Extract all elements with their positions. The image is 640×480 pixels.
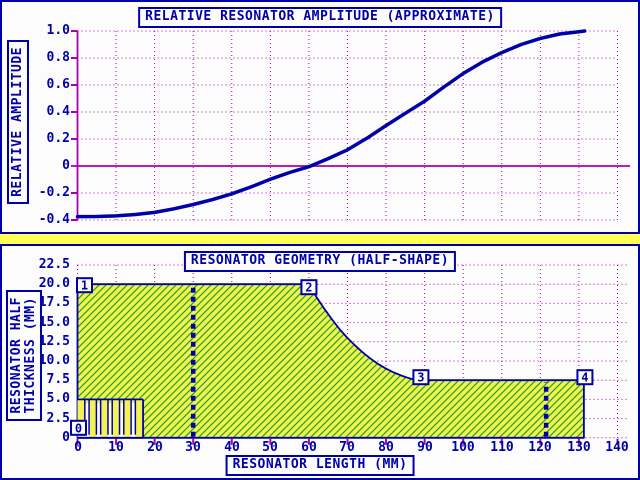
geometry-x-axis-label: RESONATOR LENGTH (MM) — [225, 455, 415, 476]
y-tick-label: 0 — [62, 158, 70, 173]
transducer-slot — [119, 403, 124, 438]
marker-label: 4 — [581, 371, 588, 385]
amplitude-y-axis-label-box: RELATIVE AMPLITUDE — [7, 40, 29, 204]
y-tick-label: 7.5 — [46, 372, 70, 387]
y-tick-label: 0 — [62, 430, 70, 445]
marker-box — [412, 369, 430, 386]
x-tick-label: 110 — [490, 440, 514, 455]
y-tick-label: 15.0 — [38, 315, 70, 330]
x-tick-label: 60 — [301, 440, 317, 455]
x-tick-label: 100 — [451, 440, 475, 455]
y-tick-label: 0.2 — [46, 131, 70, 146]
x-tick-label: 40 — [224, 440, 240, 455]
marker-label: 3 — [417, 371, 424, 385]
x-tick-label: 50 — [262, 440, 278, 455]
transducer-slot — [131, 403, 136, 438]
y-tick-label: 1.0 — [46, 23, 70, 38]
amplitude-chart-panel: RELATIVE RESONATOR AMPLITUDE (APPROXIMAT… — [0, 0, 640, 234]
marker-label: 1 — [81, 279, 88, 293]
x-tick-label: 70 — [339, 440, 355, 455]
amplitude-plot — [71, 29, 630, 221]
panel-divider — [0, 234, 640, 244]
y-tick-label: 2.5 — [46, 411, 70, 426]
x-tick-label: 30 — [185, 440, 201, 455]
marker-box — [300, 279, 318, 296]
geometry-overlay: RESONATOR GEOMETRY (HALF-SHAPE) RESONATO… — [0, 244, 640, 476]
y-tick-label: 17.5 — [38, 295, 70, 310]
transducer-slot — [96, 403, 101, 438]
geometry-plot: 0 1 2 3 4 — [70, 264, 627, 445]
marker-box — [76, 277, 93, 294]
y-tick-label: 5.0 — [46, 391, 70, 406]
marker-label: 2 — [305, 281, 312, 295]
x-tick-label: 140 — [605, 440, 629, 455]
geometry-y-axis-label-box: RESONATOR HALF THICKNESS (MM) — [6, 290, 42, 421]
y-tick-label: 22.5 — [38, 257, 70, 272]
x-tick-label: 20 — [147, 440, 163, 455]
y-tick-label: 20.0 — [38, 276, 70, 291]
x-tick-label: 120 — [528, 440, 552, 455]
transducer-slot — [107, 403, 113, 438]
marker-label: 0 — [75, 421, 82, 435]
geometry-chart-title: RESONATOR GEOMETRY (HALF-SHAPE) — [183, 251, 457, 272]
y-tick-label: 0.6 — [46, 77, 70, 92]
y-tick-label: 10.0 — [38, 353, 70, 368]
x-tick-label: 0 — [74, 440, 82, 455]
x-tick-label: 10 — [108, 440, 124, 455]
geometry-y-axis-label-col1: RESONATOR HALF — [9, 297, 24, 414]
y-tick-label: 0.4 — [46, 104, 70, 119]
marker-box — [576, 369, 594, 386]
y-tick-label: 0.8 — [46, 50, 70, 65]
geometry-chart-panel: 0 1 2 3 4 RESONATOR GEOMETRY (HALF-SHAPE) RE… — [0, 244, 640, 480]
x-tick-label: 130 — [567, 440, 591, 455]
amplitude-chart-title: RELATIVE RESONATOR AMPLITUDE (APPROXIMAT… — [138, 7, 502, 28]
x-tick-label: 90 — [417, 440, 433, 455]
x-tick-label: 80 — [378, 440, 394, 455]
marker-box — [70, 419, 87, 436]
y-tick-label: -0.4 — [38, 212, 70, 227]
y-tick-label: 12.5 — [38, 334, 70, 349]
amplitude-y-axis-label: RELATIVE AMPLITUDE — [10, 47, 25, 197]
y-tick-label: -0.2 — [38, 185, 70, 200]
amplitude-overlay: RELATIVE RESONATOR AMPLITUDE (APPROXIMAT… — [0, 0, 640, 230]
amplitude-curve — [75, 29, 587, 219]
